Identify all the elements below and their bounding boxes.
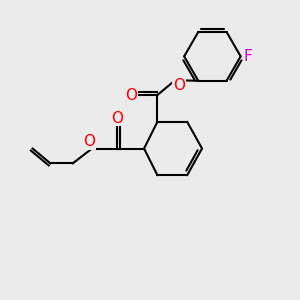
Text: F: F bbox=[244, 49, 253, 64]
Text: O: O bbox=[173, 78, 185, 93]
Text: O: O bbox=[83, 134, 95, 149]
Text: O: O bbox=[126, 88, 138, 103]
Text: O: O bbox=[111, 111, 123, 126]
